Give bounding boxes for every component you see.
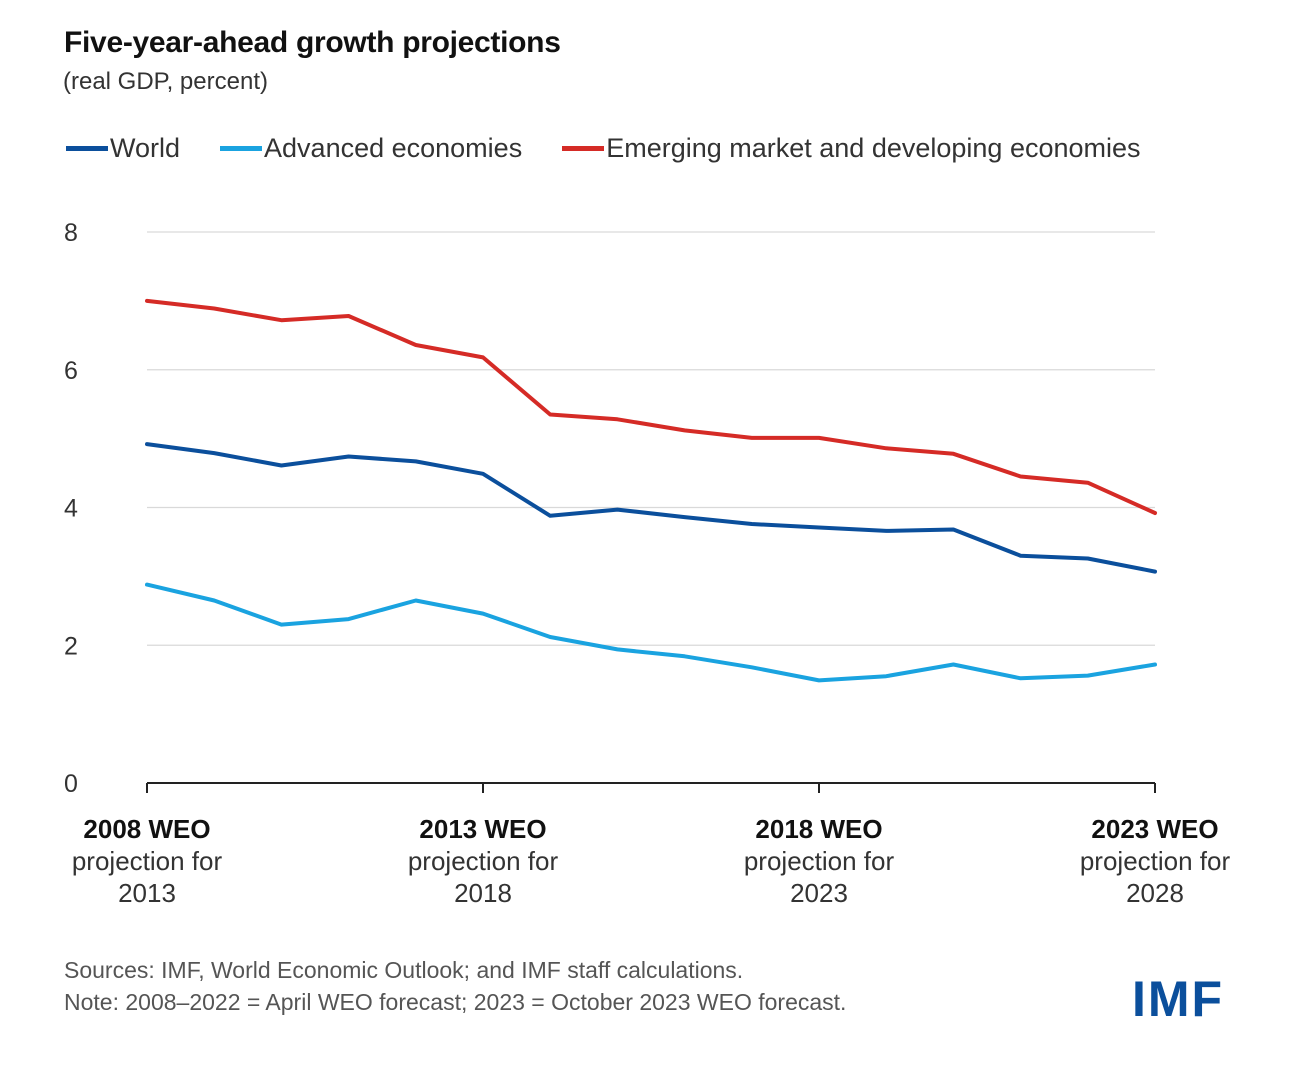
legend-swatch-emerging [562, 145, 605, 151]
x-tick-label-2008-line3: 2013 [118, 878, 176, 908]
x-tick-label-2023-line1: 2023 WEO [1091, 814, 1218, 844]
legend-item-advanced: Advanced economies [220, 133, 522, 164]
legend-swatch-world [66, 145, 108, 151]
y-tick-label-6: 6 [64, 357, 78, 385]
y-tick-label-2: 2 [64, 632, 78, 660]
legend-label-emerging: Emerging market and developing economies [606, 132, 1141, 163]
series-line-world [145, 442, 1157, 574]
x-tick-label-2013-line2: projection for [408, 846, 559, 876]
x-tick-label-2018-line3: 2023 [790, 878, 848, 908]
y-tick-label-8: 8 [64, 219, 78, 247]
source-line: Sources: IMF, World Economic Outlook; an… [64, 957, 744, 983]
legend-item-world: World [66, 133, 180, 164]
series-line-emerging-market-and-developing-economies [145, 298, 1157, 515]
legend-item-emerging: Emerging market and developing economies [562, 132, 1141, 164]
y-tick-label-4: 4 [64, 495, 78, 523]
source-notes: Sources: IMF, World Economic Outlook; an… [64, 954, 846, 1018]
x-tick-label-2013-line1: 2013 WEO [419, 814, 546, 844]
note-line: Note: 2008–2022 = April WEO forecast; 20… [64, 989, 847, 1015]
imf-logo: IMF [1132, 971, 1225, 1027]
x-tick-label-2023-line2: projection for [1080, 846, 1231, 876]
x-tick-label-2023-line3: 2028 [1126, 878, 1184, 908]
x-tick-label-2018-line2: projection for [744, 846, 895, 876]
legend-swatch-advanced [220, 145, 263, 151]
x-tick-label-2013-line3: 2018 [454, 878, 512, 908]
x-tick-label-2008-line1: 2008 WEO [83, 814, 210, 844]
series-line-advanced-economies [145, 582, 1157, 683]
legend-label-world: World [110, 132, 181, 163]
chart-title: Five-year-ahead growth projections [64, 26, 561, 59]
y-tick-label-0: 0 [64, 770, 78, 798]
x-tick-label-2018-line1: 2018 WEO [755, 814, 882, 844]
chart-subtitle: (real GDP, percent) [63, 68, 268, 95]
legend: World Advanced economies Emerging market… [66, 130, 1181, 166]
x-tick-label-2008-line2: projection for [72, 846, 223, 876]
legend-label-advanced: Advanced economies [264, 132, 523, 163]
